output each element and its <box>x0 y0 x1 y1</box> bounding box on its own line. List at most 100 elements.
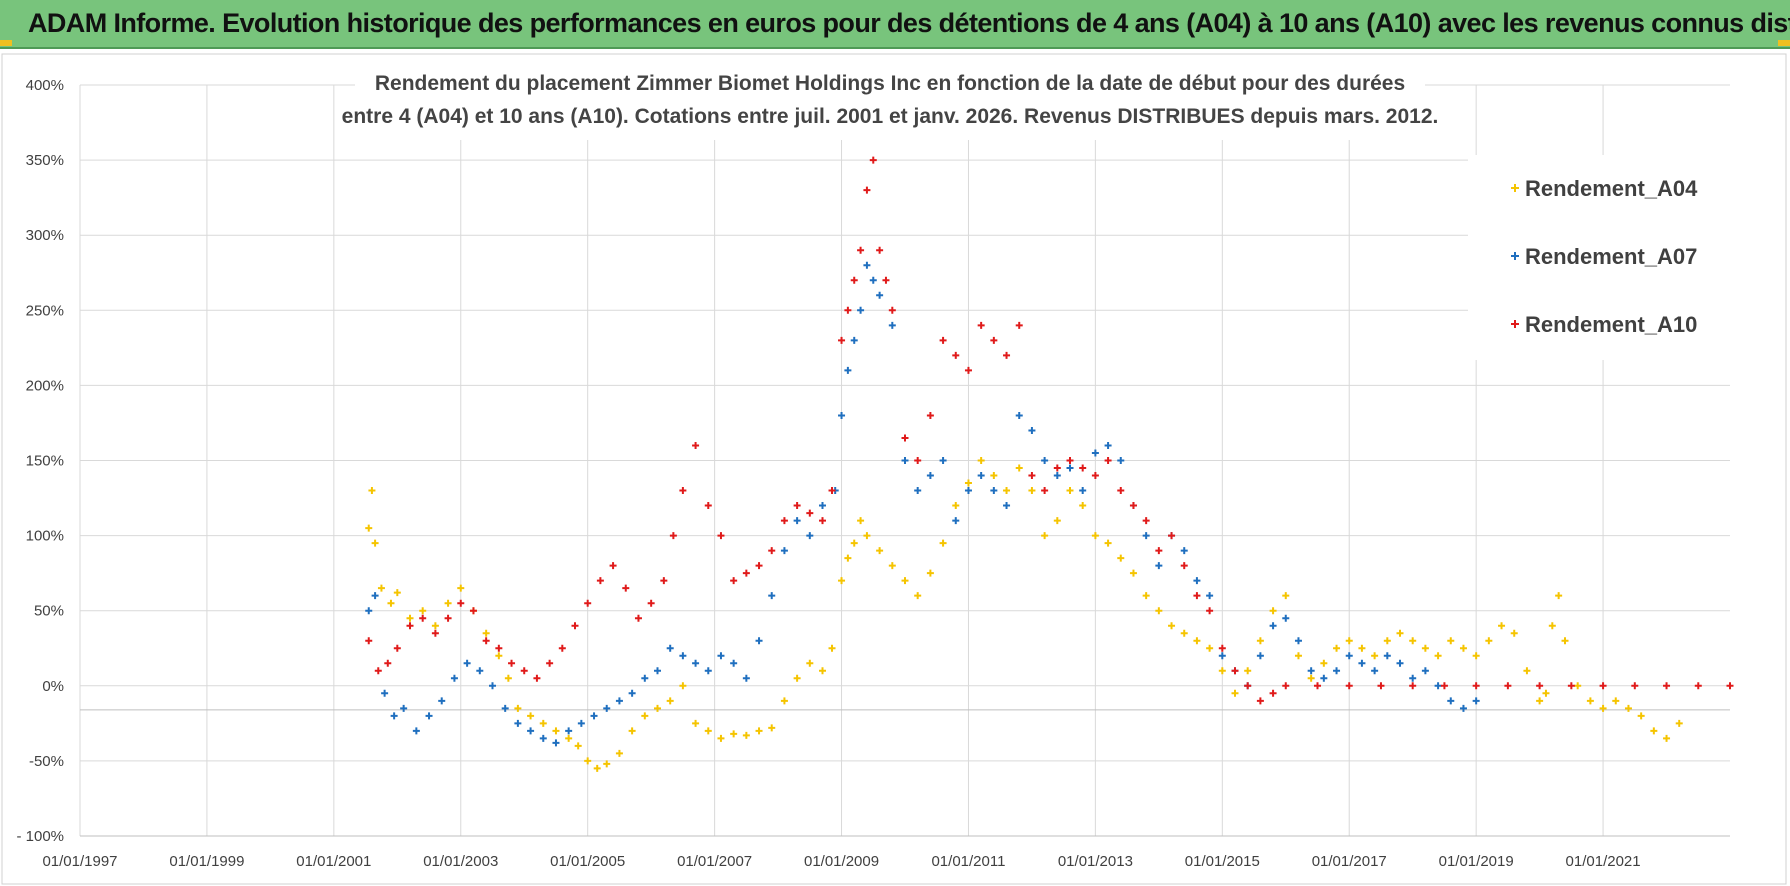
rendement-a07-point <box>412 727 420 735</box>
rendement-a07-point <box>489 682 496 690</box>
rendement-a10-point <box>1409 682 1417 690</box>
rendement-a07-point <box>371 592 379 600</box>
rendement-a07-point <box>565 727 573 735</box>
rendement-a10-point <box>431 629 439 637</box>
rendement-a04-point <box>654 704 661 712</box>
rendement-a07-point <box>926 472 934 480</box>
rendement-a04-point <box>1066 487 1074 495</box>
rendement-a04-point <box>1459 644 1467 652</box>
rendement-a10-point <box>469 607 477 615</box>
rendement-a04-point <box>1637 712 1645 720</box>
rendement-a04-point <box>1104 539 1112 547</box>
rendement-a07-point <box>850 336 858 344</box>
rendement-a07-point <box>1117 457 1125 464</box>
rendement-a10-point <box>964 366 972 374</box>
rendement-a07-point <box>1307 667 1315 675</box>
rendement-a10-point <box>622 584 630 592</box>
rendement-a07-point <box>819 502 826 510</box>
x-tick-label: 01/01/2021 <box>1566 853 1641 870</box>
rendement-a07-point <box>450 674 458 682</box>
rendement-a04-point <box>964 479 972 487</box>
rendement-a10-point <box>730 577 738 585</box>
rendement-a10-point <box>393 644 401 652</box>
x-tick-label: 01/01/2015 <box>1185 853 1260 870</box>
rendement-a07-point <box>590 712 598 720</box>
y-axis: - 100% -50% 0% 50% 100% 150% 200% 250% 300% 350% 4… <box>16 77 64 845</box>
rendement-a07-point <box>1155 562 1163 570</box>
rendement-a07-point <box>914 487 922 495</box>
rendement-a04-point <box>539 719 547 727</box>
rendement-a07-point <box>876 291 884 299</box>
rendement-a04-point <box>780 697 788 705</box>
rendement-a10-point <box>1345 682 1353 690</box>
rendement-a04-point <box>1650 727 1658 735</box>
rendement-a07-point <box>390 712 398 720</box>
rendement-a04-point <box>1117 554 1125 562</box>
rendement-a04-point <box>1345 637 1353 645</box>
rendement-a04-point <box>730 730 738 738</box>
rendement-a10-point <box>1180 562 1188 570</box>
rendement-a10-point <box>806 509 814 517</box>
rendement-a07-point <box>1345 652 1353 660</box>
rendement-a07-point <box>527 727 535 735</box>
rendement-a10-point <box>990 336 998 344</box>
rendement-a10-point <box>1041 487 1049 495</box>
rendement-a07-point <box>577 719 585 727</box>
rendement-a10-point <box>1244 682 1252 690</box>
rendement-a10-point <box>1314 682 1321 690</box>
rendement-a07-point <box>1142 532 1150 540</box>
rendement-a10-point <box>863 186 871 194</box>
rendement-a04-point <box>1574 682 1582 690</box>
rendement-a04-point <box>628 727 636 735</box>
rendement-a07-point <box>1256 652 1264 660</box>
rendement-a07-point <box>793 517 801 525</box>
rendement-a10-point <box>952 351 960 359</box>
rendement-a07-point <box>1333 667 1341 675</box>
rendement-a10-point <box>914 457 922 464</box>
rendement-a04-point <box>755 727 763 735</box>
rendement-a04-point <box>1256 637 1264 645</box>
x-axis: 01/01/1997 01/01/1999 01/01/2001 01/01/2003… <box>42 853 1640 870</box>
x-tick-label: 01/01/2001 <box>296 853 371 870</box>
rendement-a10-point <box>609 562 617 570</box>
x-tick-label: 01/01/2009 <box>804 853 879 870</box>
rendement-a10-point <box>596 577 604 585</box>
x-tick-label: 01/01/1999 <box>169 853 244 870</box>
rendement-a10-point <box>457 599 465 607</box>
rendement-a04-point <box>1028 487 1036 495</box>
rendement-a10-point <box>888 306 896 314</box>
rendement-a10-point <box>1440 682 1448 690</box>
rendement-a07-point <box>1015 411 1023 419</box>
legend-box <box>1468 155 1730 360</box>
rendement-a04-point <box>365 524 373 532</box>
rendement-a07-point <box>425 712 433 720</box>
rendement-a10-point <box>692 441 700 449</box>
y-tick-label: 250% <box>26 302 64 319</box>
rendement-a10-point <box>717 532 725 540</box>
rendement-a07-point <box>742 674 750 682</box>
rendement-a10-point <box>857 246 865 254</box>
rendement-a04-point <box>1555 592 1563 600</box>
rendement-a07-point <box>365 607 373 615</box>
rendement-a10-point <box>520 667 528 675</box>
y-tick-label: 50% <box>34 603 64 620</box>
rendement-a10-point <box>838 336 846 344</box>
chart-border <box>1 53 1787 885</box>
rendement-a07-point <box>1053 472 1061 480</box>
rendement-a10-point <box>647 599 655 607</box>
rendement-a04-point <box>1168 622 1176 630</box>
rendement-a10-point <box>1663 682 1671 690</box>
rendement-a04-point <box>1485 637 1493 645</box>
chart-title-line-2: entre 4 (A04) et 10 ans (A10). Cotations… <box>342 105 1439 128</box>
rendement-a10-point <box>1256 697 1264 705</box>
rendement-a04-point <box>504 674 512 682</box>
report-title: ADAM Informe. Evolution historique des p… <box>28 8 1790 38</box>
x-tick-label: 01/01/2005 <box>550 853 625 870</box>
header-corner-right <box>1778 40 1790 46</box>
rendement-a04-point <box>1041 532 1049 540</box>
rendement-a07-point <box>1193 577 1201 585</box>
rendement-a07-point <box>539 734 547 742</box>
rendement-a04-point <box>857 517 865 525</box>
rendement-a07-point <box>641 674 649 682</box>
